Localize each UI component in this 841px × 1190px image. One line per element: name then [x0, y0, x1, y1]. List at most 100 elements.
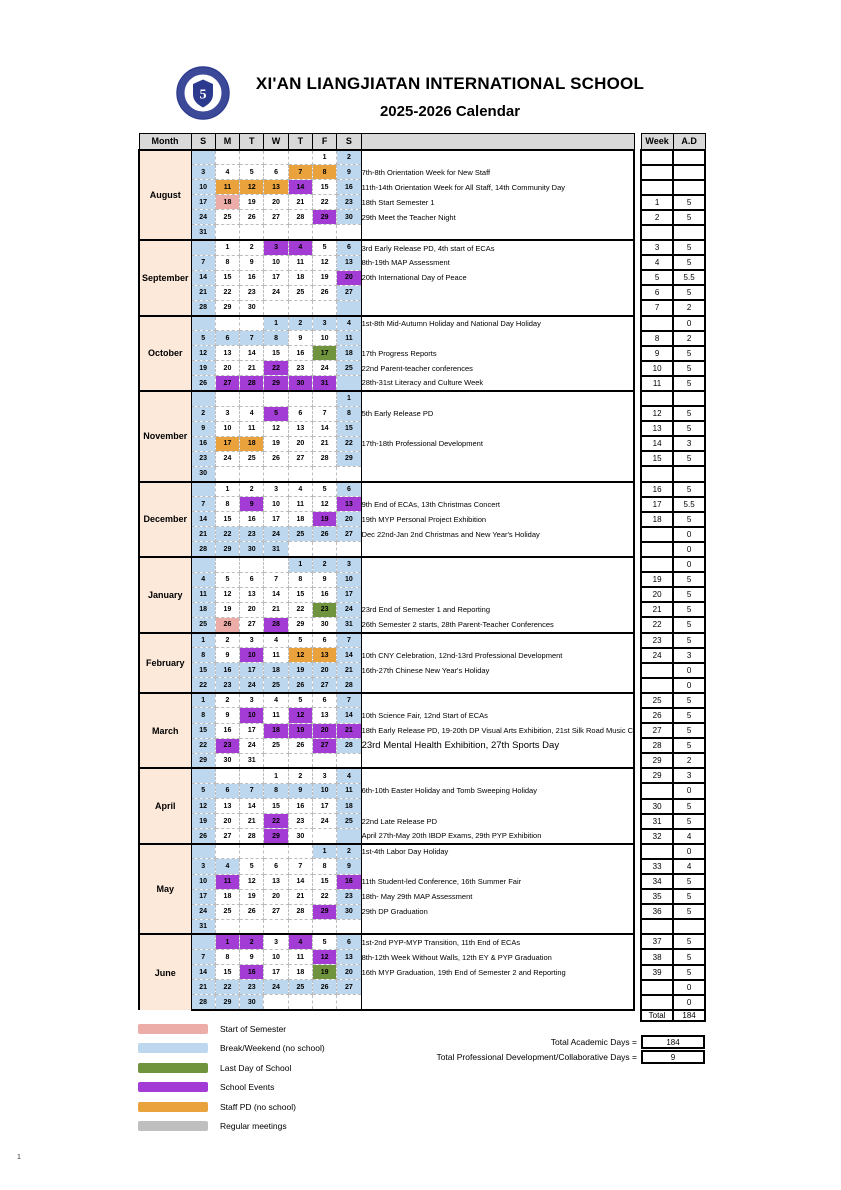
column-gap [634, 979, 642, 995]
day-cell: 7 [263, 571, 289, 588]
day-cell: 21 [287, 888, 313, 905]
column-gap [634, 964, 642, 980]
day-cell [263, 994, 289, 1011]
day-cell: 16 [239, 511, 265, 528]
day-cell: 4 [263, 691, 289, 709]
day-cell [287, 842, 313, 860]
week-number: 21 [640, 601, 675, 619]
day-cell: 12 [239, 873, 265, 890]
event-text: 10th CNY Celebration, 12nd-13rd Professi… [360, 647, 636, 663]
day-cell: 4 [287, 480, 313, 498]
day-cell: 8 [263, 782, 289, 800]
day-cell: 24 [311, 360, 338, 377]
day-cell: 25 [214, 209, 241, 226]
event-text [360, 979, 636, 995]
day-cell: 19 [190, 813, 216, 830]
day-cell: 1 [214, 239, 241, 256]
day-cell: 3 [311, 314, 338, 332]
calendar-row: 28 29 30 0 [139, 993, 707, 1011]
day-cell: 14 [336, 707, 362, 724]
day-cell: 8 [190, 707, 216, 724]
legend: Start of Semester Break/Weekend (no schoo… [138, 1023, 325, 1132]
week-number [640, 389, 675, 408]
day-cell [263, 918, 289, 935]
academic-days: 5 [672, 239, 707, 257]
calendar-row: February 1 2 3 4 5 6 7 23 5 [138, 631, 707, 693]
day-cell: 13 [336, 254, 362, 271]
day-cell: 26 [239, 209, 265, 226]
day-cell: 18 [263, 722, 289, 739]
event-text: 23rd Mental Health Exhibition, 27th Spor… [360, 738, 636, 754]
column-gap [634, 496, 642, 512]
calendar-row: March 1 2 3 4 5 6 7 25 5 [138, 691, 707, 769]
day-cell [214, 918, 241, 935]
day-cell: 31 [190, 224, 216, 241]
day-cell: 28 [287, 209, 313, 226]
day-cell: 3 [190, 858, 216, 875]
day-cell: 22 [190, 737, 216, 754]
column-gap [634, 617, 642, 633]
calendar-table: Month S M T W T F S Week A.D August 1 2 3 4 5… [138, 133, 707, 1022]
column-header-tue: T [239, 133, 265, 150]
day-cell: 28 [190, 299, 216, 317]
day-cell: 26 [214, 616, 241, 634]
week-number [640, 676, 675, 694]
academic-days: 5 [672, 872, 707, 891]
column-gap [634, 692, 642, 708]
week-number [640, 178, 675, 196]
event-text [360, 224, 636, 241]
legend-item: Start of Semester [138, 1023, 325, 1034]
academic-days: 5 [672, 586, 707, 604]
day-cell: 16 [239, 269, 265, 286]
column-gap [634, 421, 642, 437]
day-cell [336, 541, 362, 558]
day-cell: 14 [263, 586, 289, 603]
summary-label: Total Academic Days = [550, 1037, 637, 1047]
day-cell: 31 [311, 375, 338, 392]
day-cell [239, 556, 265, 573]
column-gap [634, 707, 642, 724]
day-cell: 21 [311, 435, 338, 452]
week-number: 22 [640, 616, 675, 634]
day-cell: 26 [287, 677, 313, 694]
column-header-thu: T [287, 133, 313, 150]
day-cell: 24 [263, 526, 289, 543]
day-cell: 3 [263, 480, 289, 498]
calendar-row: 28 29 30 7 2 [139, 299, 707, 317]
day-cell [190, 389, 216, 407]
column-gap [634, 481, 642, 497]
day-cell: 21 [239, 360, 265, 377]
column-header-fri: F [311, 133, 338, 150]
calendar-row: 8 9 10 11 12 13 14 10th Science Fair, 12nd Star… [139, 706, 707, 725]
event-text [360, 572, 636, 588]
week-number [640, 148, 675, 166]
calendar-row: 31 [139, 918, 707, 936]
day-cell: 10 [190, 179, 216, 196]
day-cell: 11 [263, 707, 289, 724]
day-cell: 5 [190, 330, 216, 347]
day-cell: 5 [263, 405, 289, 422]
week-number: 28 [640, 737, 675, 755]
column-header-mon: M [214, 133, 241, 150]
event-text [360, 858, 636, 874]
day-cell: 17 [263, 511, 289, 528]
day-cell: 4 [336, 314, 362, 332]
day-cell: 29 [311, 209, 338, 226]
day-cell: 15 [311, 179, 338, 196]
total-row: Total 184 [139, 1008, 707, 1022]
day-cell: 27 [287, 450, 313, 467]
week-number: 2 [640, 208, 675, 226]
week-number: 9 [640, 344, 675, 362]
day-cell: 3 [214, 405, 241, 422]
day-cell [214, 842, 241, 860]
day-cell: 13 [239, 586, 265, 603]
day-cell: 22 [214, 526, 241, 543]
day-cell: 17 [239, 662, 265, 679]
day-cell: 8 [336, 405, 362, 422]
day-cell: 16 [311, 586, 338, 603]
day-cell: 14 [239, 345, 265, 362]
event-text: 17th Progress Reports [360, 345, 636, 361]
day-cell: 20 [214, 360, 241, 377]
day-cell [287, 918, 313, 935]
